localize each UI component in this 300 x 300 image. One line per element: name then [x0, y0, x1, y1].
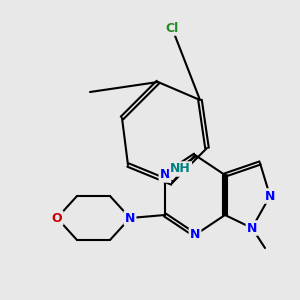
- Text: N: N: [190, 229, 200, 242]
- Text: N: N: [247, 221, 257, 235]
- Text: Cl: Cl: [165, 22, 178, 34]
- Text: N: N: [125, 212, 135, 224]
- Text: NH: NH: [170, 163, 191, 176]
- Text: N: N: [265, 190, 275, 202]
- Text: N: N: [160, 169, 170, 182]
- Text: O: O: [52, 212, 62, 224]
